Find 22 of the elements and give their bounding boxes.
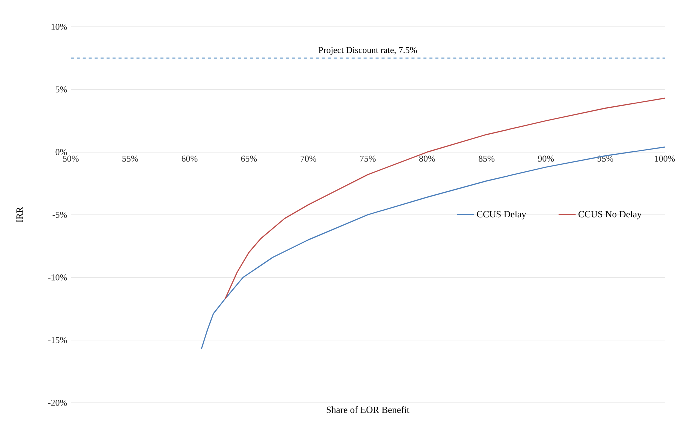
y-tick-label: -5% xyxy=(52,212,68,218)
x-tick-label: 60% xyxy=(182,156,198,162)
y-tick-label: 5% xyxy=(56,86,68,93)
y-tick-label: -20% xyxy=(48,400,68,406)
x-tick-label: 85% xyxy=(478,156,495,162)
y-axis-title: IRR xyxy=(16,207,23,223)
x-tick-label: 80% xyxy=(420,156,436,162)
y-tick-label: 0% xyxy=(56,149,68,156)
x-tick-label: 65% xyxy=(241,156,258,162)
x-tick-label: 55% xyxy=(122,156,138,162)
x-tick-label: 75% xyxy=(360,156,376,162)
legend-label: CCUS No Delay xyxy=(578,210,642,220)
y-tick-label: -15% xyxy=(48,337,68,344)
ref-line-label: Project Discount rate, 7.5% xyxy=(318,47,418,56)
x-tick-label: 50% xyxy=(63,156,79,162)
y-tick-label: 10% xyxy=(52,24,68,30)
legend-label: CCUS Delay xyxy=(477,210,526,220)
x-tick-label: 100% xyxy=(655,156,676,162)
y-tick-label: -10% xyxy=(48,274,68,281)
x-tick-label: 70% xyxy=(300,156,317,162)
x-axis-title: Share of EOR Benefit xyxy=(326,406,410,414)
x-tick-label: 90% xyxy=(538,156,554,162)
